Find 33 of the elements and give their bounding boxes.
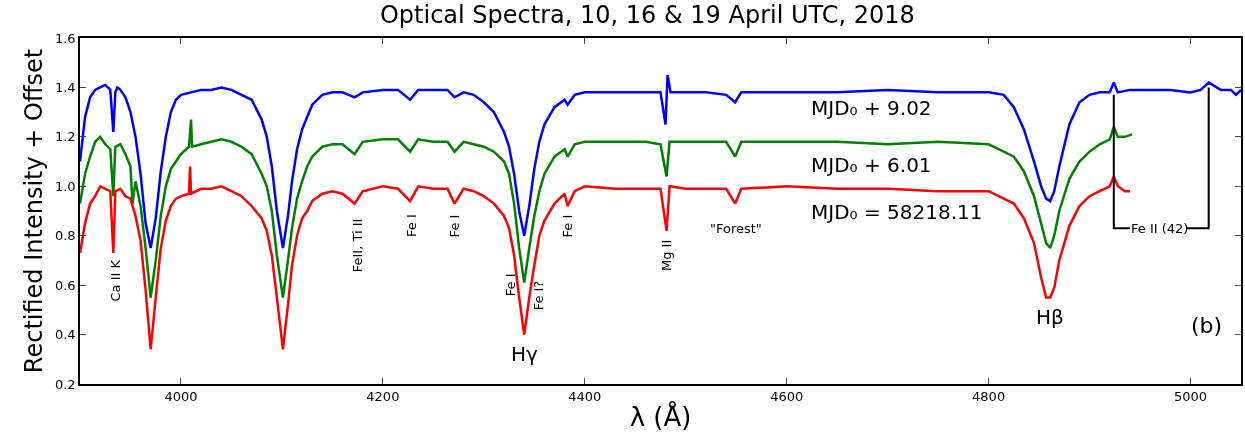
y-axis-title: Rectified Intensity + Offset [19,48,48,374]
annotation: Hγ [511,342,539,366]
x-tick-label: 5000 [1173,389,1208,405]
y-tick-label: 1.0 [54,178,76,194]
annotation: Fe I [559,214,575,238]
annotation: Mg II [659,239,675,272]
y-tick-label: 0.6 [54,277,76,293]
x-tick-label: 4000 [164,389,198,405]
y-tick-label: 0.8 [54,228,76,244]
y-tick-label: 1.6 [54,30,76,46]
y-tick-label: 1.2 [54,129,76,145]
series-label: MJD₀ + 6.01 [811,153,932,177]
annotation: Hβ [1036,305,1064,329]
annotation: Fe I [446,214,462,238]
annotation: Fe I [404,214,420,237]
y-tick-label: 1.4 [54,79,76,95]
annotation: (b) [1191,313,1223,338]
x-axis-title: λ (Å) [629,400,692,432]
annotation: FeII, Ti II [350,218,366,273]
x-tick-label: 4200 [366,389,400,405]
annotation: Fe I? [531,280,547,311]
annotation: "Forest" [710,221,762,236]
annotation: Fe I [502,273,518,297]
x-tick-label: 4800 [972,389,1006,405]
x-tick-label: 4600 [770,389,804,405]
chart-title: Optical Spectra, 10, 16 & 19 April UTC, 2018 [379,1,915,30]
x-tick-label: 4400 [568,389,602,405]
y-tick-label: 0.2 [54,376,76,392]
series-label: MJD₀ = 58218.11 [811,200,983,224]
annotation: Fe II (42) [1131,221,1189,236]
y-tick-label: 0.4 [54,327,76,343]
series-label: MJD₀ + 9.02 [811,96,932,120]
annotation: Ca II K [108,259,124,302]
